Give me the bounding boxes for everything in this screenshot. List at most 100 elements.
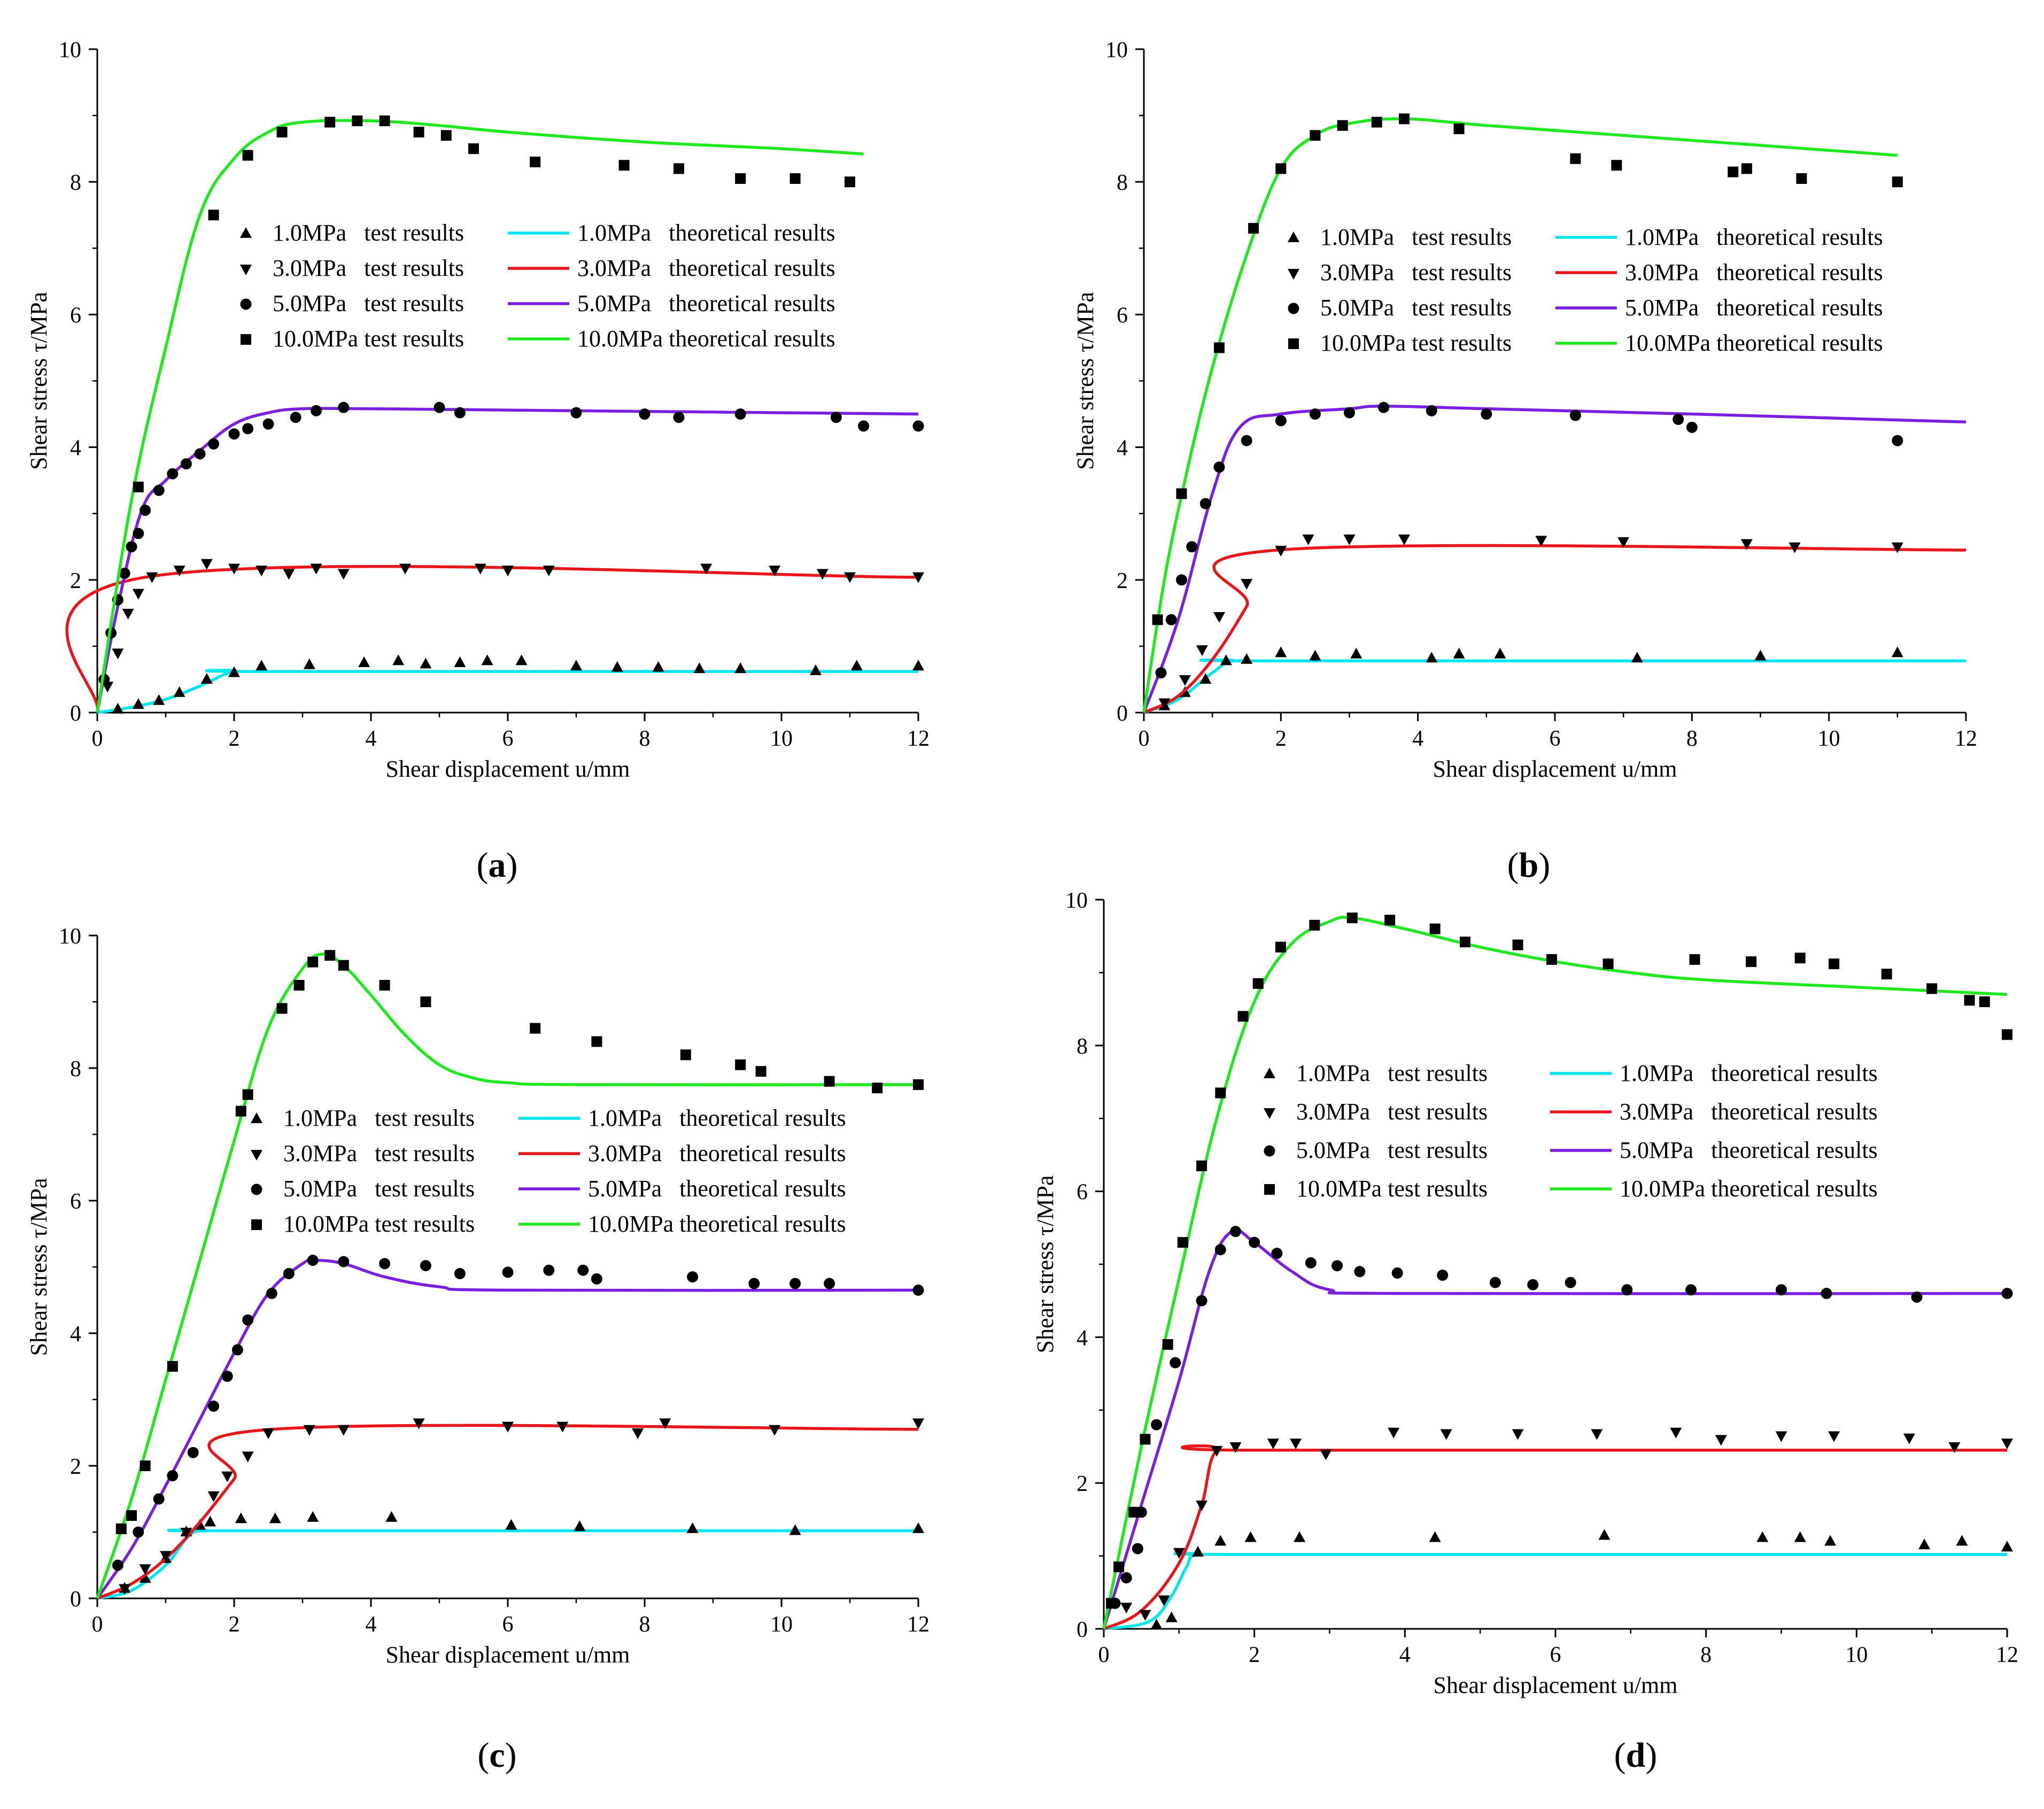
legend-marker <box>251 1219 262 1230</box>
y-tick-label: 2 <box>70 1455 81 1479</box>
test-point <box>324 117 336 128</box>
legend-theory-label: 10.0MPa theoretical results <box>1620 1176 1878 1202</box>
test-point <box>1155 667 1167 679</box>
legend-theory-label: 1.0MPa theoretical results <box>577 220 835 246</box>
test-point <box>1570 153 1581 164</box>
test-point <box>1199 498 1211 509</box>
y-tick-label: 2 <box>1117 569 1128 593</box>
test-point <box>502 1421 514 1433</box>
test-point <box>1158 698 1171 709</box>
test-point <box>912 572 924 583</box>
y-tick-label: 0 <box>1077 1618 1088 1642</box>
x-axis-title: Shear displacement u/mm <box>386 1642 630 1668</box>
test-point <box>1294 1531 1306 1542</box>
test-point <box>530 1023 541 1034</box>
test-point <box>1911 1291 1923 1303</box>
x-tick-label: 2 <box>229 1612 240 1637</box>
legend-test-label: 1.0MPa test results <box>1320 224 1512 250</box>
test-point <box>1979 996 1990 1007</box>
test-point <box>1229 1226 1241 1238</box>
test-point <box>324 950 336 961</box>
test-point <box>858 420 870 432</box>
test-point <box>173 566 185 577</box>
y-axis-title: Shear stress τ/MPa <box>1032 1176 1058 1354</box>
test-point <box>1527 1279 1539 1290</box>
y-tick-label: 0 <box>70 701 81 726</box>
y-tick-label: 8 <box>70 171 81 195</box>
test-point <box>574 1520 586 1532</box>
test-point <box>1775 1431 1787 1442</box>
test-point <box>413 127 424 138</box>
legend-theory-label: 5.0MPa theoretical results <box>588 1176 846 1202</box>
y-tick-label: 4 <box>1077 1326 1088 1350</box>
test-point <box>1591 1429 1603 1440</box>
test-point <box>1237 1011 1249 1022</box>
test-point <box>167 468 179 480</box>
test-point <box>748 1278 760 1289</box>
legend: 1.0MPa test results 1.0MPa theoretical re… <box>1288 224 1883 356</box>
test-point <box>1150 1619 1163 1630</box>
series-1-0MPa <box>1103 1529 2013 1630</box>
test-point <box>735 1059 746 1070</box>
test-point <box>824 1278 835 1289</box>
y-tick-label: 2 <box>70 569 81 593</box>
test-point <box>1196 1160 1207 1171</box>
test-point <box>1754 650 1767 661</box>
caption-letter: b <box>1519 846 1539 885</box>
test-point <box>1891 542 1903 553</box>
legend-marker <box>1264 1184 1275 1195</box>
y-tick-label: 8 <box>1117 171 1128 195</box>
legend-marker <box>240 265 252 275</box>
test-point <box>481 654 493 666</box>
test-point <box>1794 953 1806 964</box>
test-point <box>1106 1598 1117 1609</box>
test-point <box>338 960 349 971</box>
test-point <box>338 401 350 413</box>
series-5-0MPa <box>1142 401 1966 713</box>
test-point <box>307 1511 319 1522</box>
x-tick-label: 0 <box>92 1612 103 1637</box>
caption-open-paren: ( <box>1614 1736 1626 1775</box>
test-point <box>1621 1284 1633 1296</box>
x-tick-label: 4 <box>1399 1643 1411 1667</box>
legend-test-label: 10.0MPa test results <box>283 1211 475 1237</box>
x-tick-label: 8 <box>1700 1643 1712 1667</box>
test-point <box>1796 173 1807 184</box>
series-3-0MPa <box>96 1418 924 1600</box>
test-point <box>1378 401 1390 413</box>
test-point <box>570 407 582 419</box>
legend-theory-label: 3.0MPa theoretical results <box>577 255 835 281</box>
caption-open-paren: ( <box>1507 846 1519 885</box>
test-point <box>1715 1435 1727 1446</box>
test-point <box>845 176 855 188</box>
test-point <box>1331 1260 1343 1272</box>
test-point <box>392 654 405 666</box>
test-point <box>1199 672 1212 684</box>
series-3-0MPa <box>1143 534 1966 714</box>
test-point <box>1344 407 1355 419</box>
test-point <box>440 130 452 141</box>
test-point <box>266 1288 277 1300</box>
test-point <box>208 438 220 450</box>
x-tick-label: 0 <box>1139 726 1150 751</box>
theory-line <box>1103 1552 2007 1630</box>
test-point <box>337 1425 350 1436</box>
test-point <box>1196 645 1208 656</box>
test-point <box>1956 1535 1968 1546</box>
test-point <box>1310 130 1321 141</box>
test-point <box>1828 1431 1840 1442</box>
legend-test-label: 5.0MPa test results <box>1296 1137 1488 1163</box>
test-point <box>1162 1339 1173 1350</box>
test-point <box>228 428 240 440</box>
test-point <box>337 569 350 580</box>
test-point <box>1746 956 1757 967</box>
x-tick-label: 2 <box>229 726 240 751</box>
test-point <box>262 418 274 430</box>
test-point <box>1192 1545 1204 1557</box>
theory-line <box>1102 916 2008 1629</box>
test-point <box>180 458 192 470</box>
test-point <box>307 1255 319 1266</box>
test-point <box>352 115 363 127</box>
test-point <box>591 1273 602 1285</box>
y-tick-label: 6 <box>70 303 81 328</box>
